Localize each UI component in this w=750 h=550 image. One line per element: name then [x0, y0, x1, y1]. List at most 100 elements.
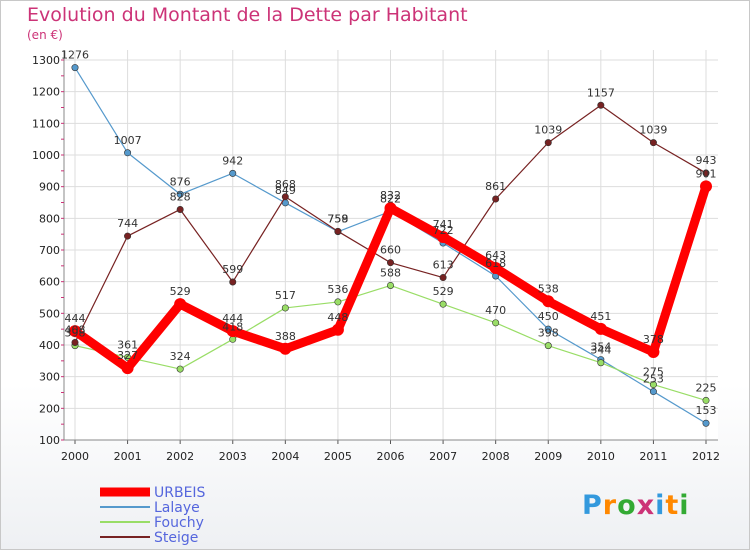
data-label-lalaye: 354: [590, 341, 611, 354]
data-point-lalaye: [124, 149, 132, 157]
data-label-steige: 868: [275, 178, 296, 191]
data-label-fouchy: 361: [117, 338, 138, 351]
data-point-lalaye: [176, 190, 184, 198]
data-point-urbeis: [121, 362, 134, 375]
data-label-fouchy: 275: [643, 366, 664, 379]
data-point-steige: [544, 139, 552, 147]
y-tick-label: 1200: [32, 86, 60, 99]
legend-label-fouchy: Fouchy: [154, 515, 204, 531]
data-label-lalaye: 722: [433, 224, 454, 237]
data-label-fouchy: 225: [696, 381, 717, 394]
x-tick-label: 2011: [639, 450, 667, 463]
data-point-steige: [649, 139, 657, 147]
data-point-steige: [439, 274, 447, 282]
data-label-urbeis: 901: [696, 167, 717, 180]
data-point-fouchy: [597, 359, 605, 367]
unit-label: (en €): [27, 28, 63, 42]
data-point-urbeis: [542, 295, 555, 308]
y-tick-label: 800: [39, 212, 60, 225]
data-point-lalaye: [71, 64, 79, 72]
data-label-urbeis: 832: [380, 189, 401, 202]
data-point-urbeis: [69, 325, 81, 338]
data-point-steige: [597, 101, 605, 109]
data-label-steige: 759: [327, 212, 348, 225]
data-label-steige: 744: [117, 217, 138, 230]
proxiti-logo: Proxiti: [582, 490, 690, 521]
x-tick-label: 2012: [692, 450, 720, 463]
x-tick-label: 2005: [324, 450, 352, 463]
data-point-urbeis: [384, 202, 397, 215]
data-label-steige: 1039: [639, 124, 667, 137]
data-point-steige: [281, 193, 289, 201]
data-point-lalaye: [229, 169, 237, 177]
data-label-lalaye: 1007: [114, 134, 142, 147]
y-tick-label: 500: [39, 307, 60, 320]
data-label-urbeis: 378: [643, 333, 664, 346]
chart-title: Evolution du Montant de la Dette par Hab…: [27, 4, 468, 26]
data-label-urbeis: 529: [170, 285, 191, 298]
data-point-fouchy: [386, 281, 394, 289]
x-tick-label: 2001: [114, 450, 142, 463]
data-label-urbeis: 327: [117, 349, 138, 362]
data-label-fouchy: 398: [538, 327, 559, 340]
data-label-lalaye: 153: [696, 404, 717, 417]
data-point-urbeis: [331, 323, 344, 336]
data-label-urbeis: 444: [222, 312, 243, 325]
data-label-fouchy: 517: [275, 289, 296, 302]
data-point-fouchy: [281, 304, 289, 312]
data-label-lalaye: 822: [380, 192, 401, 205]
data-point-urbeis: [489, 262, 502, 275]
data-point-fouchy: [439, 300, 447, 308]
data-label-urbeis: 538: [538, 282, 559, 295]
data-point-steige: [176, 205, 184, 213]
x-tick-label: 2003: [219, 450, 247, 463]
y-tick-label: 700: [39, 244, 60, 257]
data-point-lalaye: [544, 325, 552, 333]
data-label-steige: 828: [170, 190, 191, 203]
data-point-urbeis: [437, 231, 450, 244]
data-label-steige: 861: [485, 180, 506, 193]
legend-label-steige: Steige: [154, 530, 198, 546]
y-tick-label: 300: [39, 371, 60, 384]
data-label-fouchy: 418: [222, 320, 243, 333]
x-tick-label: 2008: [482, 450, 510, 463]
data-point-fouchy: [702, 396, 710, 404]
data-label-steige: 408: [65, 323, 86, 336]
data-point-urbeis: [279, 342, 292, 355]
data-label-urbeis: 448: [327, 311, 348, 324]
data-label-steige: 1039: [534, 124, 562, 137]
data-label-fouchy: 344: [590, 344, 611, 357]
data-point-lalaye: [702, 419, 710, 427]
data-label-fouchy: 588: [380, 266, 401, 279]
legend-label-urbeis: URBEIS: [154, 485, 206, 501]
data-point-steige: [124, 232, 132, 240]
x-tick-label: 2009: [534, 450, 562, 463]
data-point-fouchy: [492, 319, 500, 327]
data-point-steige: [334, 227, 342, 235]
data-label-steige: 943: [696, 154, 717, 167]
data-point-steige: [386, 259, 394, 267]
x-tick-label: 2002: [166, 450, 194, 463]
data-point-urbeis: [647, 345, 660, 358]
data-point-steige: [229, 278, 237, 286]
data-label-lalaye: 758: [327, 213, 348, 226]
data-point-steige: [71, 338, 79, 346]
data-label-steige: 1157: [587, 86, 615, 99]
data-point-fouchy: [176, 365, 184, 373]
data-label-steige: 599: [222, 263, 243, 276]
data-point-fouchy: [649, 381, 657, 389]
x-tick-label: 2006: [377, 450, 405, 463]
x-tick-label: 2004: [271, 450, 299, 463]
data-label-fouchy: 529: [433, 285, 454, 298]
data-point-urbeis: [226, 325, 239, 338]
data-point-urbeis: [174, 298, 187, 311]
data-label-steige: 613: [433, 259, 454, 272]
data-point-fouchy: [334, 298, 342, 306]
y-tick-label: 400: [39, 339, 60, 352]
data-point-steige: [702, 169, 710, 177]
data-label-urbeis: 451: [590, 310, 611, 323]
data-label-lalaye: 849: [275, 184, 296, 197]
data-label-urbeis: 643: [485, 249, 506, 262]
data-label-urbeis: 741: [433, 218, 454, 231]
